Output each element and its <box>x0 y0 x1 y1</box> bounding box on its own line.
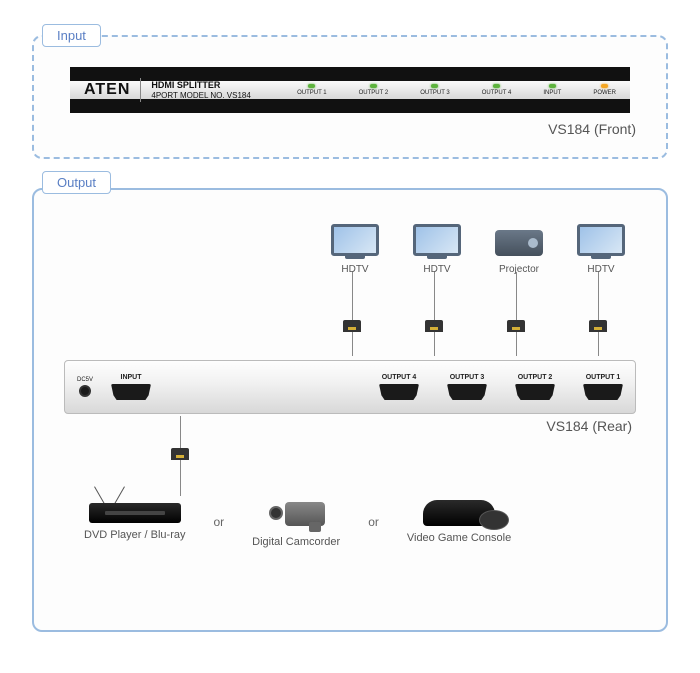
projector-icon <box>495 230 543 256</box>
output-port-label: OUTPUT 4 <box>382 374 417 381</box>
led-indicator: OUTPUT 2 <box>359 84 389 96</box>
led-indicator: POWER <box>593 84 616 96</box>
output-section: HDTVHDTVProjectorHDTV DC5V INPUT OUTPUT <box>32 188 668 632</box>
cable-line <box>434 272 435 356</box>
led-green <box>308 84 315 88</box>
cable-line <box>516 272 517 356</box>
monitor-icon <box>413 224 461 256</box>
display-label: Projector <box>499 264 539 275</box>
output-port-label: OUTPUT 1 <box>586 374 621 381</box>
source-item: Video Game Console <box>407 500 511 544</box>
dc-label: DC5V <box>77 377 93 383</box>
led-indicator: OUTPUT 3 <box>420 84 450 96</box>
hdmi-output-port: OUTPUT 1 <box>583 374 623 400</box>
device-subtitle: HDMI SPLITTER 4PORT MODEL NO. VS184 <box>151 80 250 100</box>
hdmi-port-icon <box>583 384 623 400</box>
hdmi-plug-icon <box>425 320 443 332</box>
front-led-row: OUTPUT 1 OUTPUT 2 OUTPUT 3 OUTPUT 4 INPUT POW… <box>297 84 616 96</box>
source-item: DVD Player / Blu-ray <box>84 503 185 541</box>
display-label: HDTV <box>423 264 450 275</box>
output-diagram: HDTVHDTVProjectorHDTV DC5V INPUT OUTPUT <box>54 220 646 610</box>
source-label: Digital Camcorder <box>252 536 340 548</box>
led-label: POWER <box>593 90 616 96</box>
display-label: HDTV <box>341 264 368 275</box>
led-label: INPUT <box>543 90 561 96</box>
output-port-label: OUTPUT 2 <box>518 374 553 381</box>
rear-caption: VS184 (Rear) <box>546 418 632 434</box>
led-orange <box>601 84 608 88</box>
source-item: Digital Camcorder <box>252 496 340 548</box>
led-indicator: OUTPUT 4 <box>482 84 512 96</box>
led-indicator: OUTPUT 1 <box>297 84 327 96</box>
led-indicator: INPUT <box>543 84 561 96</box>
or-separator: or <box>213 515 224 529</box>
device-front-panel: ATEN HDMI SPLITTER 4PORT MODEL NO. VS184… <box>70 67 630 113</box>
hdmi-port-icon <box>515 384 555 400</box>
input-section-label: Input <box>42 24 101 47</box>
led-green <box>370 84 377 88</box>
dc-jack: DC5V <box>77 377 93 397</box>
hdmi-port-icon <box>111 384 151 400</box>
diagram-container: Input ATEN HDMI SPLITTER 4PORT MODEL NO.… <box>32 12 668 632</box>
led-label: OUTPUT 2 <box>359 90 389 96</box>
led-label: OUTPUT 3 <box>420 90 450 96</box>
display-item: HDTV <box>574 224 628 275</box>
brand-logo: ATEN <box>84 81 130 99</box>
or-separator: or <box>368 515 379 529</box>
hdmi-plug-icon <box>507 320 525 332</box>
display-item: HDTV <box>328 224 382 275</box>
monitor-icon <box>331 224 379 256</box>
source-label: DVD Player / Blu-ray <box>84 529 185 541</box>
hdmi-port-icon <box>447 384 487 400</box>
displays-row: HDTV HDTV Projector HDTV <box>328 224 628 275</box>
input-port-label: INPUT <box>121 374 142 381</box>
camcorder-icon <box>267 496 325 530</box>
hdmi-plug-icon <box>589 320 607 332</box>
dvd-player-icon <box>89 503 181 523</box>
monitor-icon <box>577 224 625 256</box>
hdmi-output-port: OUTPUT 4 <box>379 374 419 400</box>
led-green <box>549 84 556 88</box>
led-green <box>431 84 438 88</box>
dc-jack-icon <box>79 385 91 397</box>
device-rear-panel: DC5V INPUT OUTPUT 4OUTPUT 3OUTPUT 2OUTPU… <box>64 360 636 414</box>
led-green <box>493 84 500 88</box>
input-section: ATEN HDMI SPLITTER 4PORT MODEL NO. VS184… <box>32 35 668 159</box>
led-label: OUTPUT 4 <box>482 90 512 96</box>
subtitle-line2: 4PORT MODEL NO. VS184 <box>151 91 250 101</box>
source-label: Video Game Console <box>407 532 511 544</box>
hdmi-input-port: INPUT <box>111 374 151 400</box>
display-item: HDTV <box>410 224 464 275</box>
sources-row: DVD Player / Blu-ray or Digital Camcorder o… <box>84 496 511 548</box>
front-caption: VS184 (Front) <box>54 121 646 137</box>
hdmi-port-icon <box>379 384 419 400</box>
hdmi-plug-icon <box>343 320 361 332</box>
output-port-label: OUTPUT 3 <box>450 374 485 381</box>
cable-line <box>352 272 353 356</box>
hdmi-output-port: OUTPUT 2 <box>515 374 555 400</box>
subtitle-line1: HDMI SPLITTER <box>151 80 250 91</box>
output-section-label: Output <box>42 171 111 194</box>
brand-divider <box>140 78 141 102</box>
display-item: Projector <box>492 224 546 275</box>
hdmi-output-port: OUTPUT 3 <box>447 374 487 400</box>
game-console-icon <box>423 500 495 526</box>
cable-line <box>598 272 599 356</box>
rear-output-ports: OUTPUT 4 OUTPUT 3 OUTPUT 2 OUTPUT 1 <box>379 374 623 400</box>
display-label: HDTV <box>587 264 614 275</box>
led-label: OUTPUT 1 <box>297 90 327 96</box>
hdmi-plug-icon <box>171 448 189 460</box>
